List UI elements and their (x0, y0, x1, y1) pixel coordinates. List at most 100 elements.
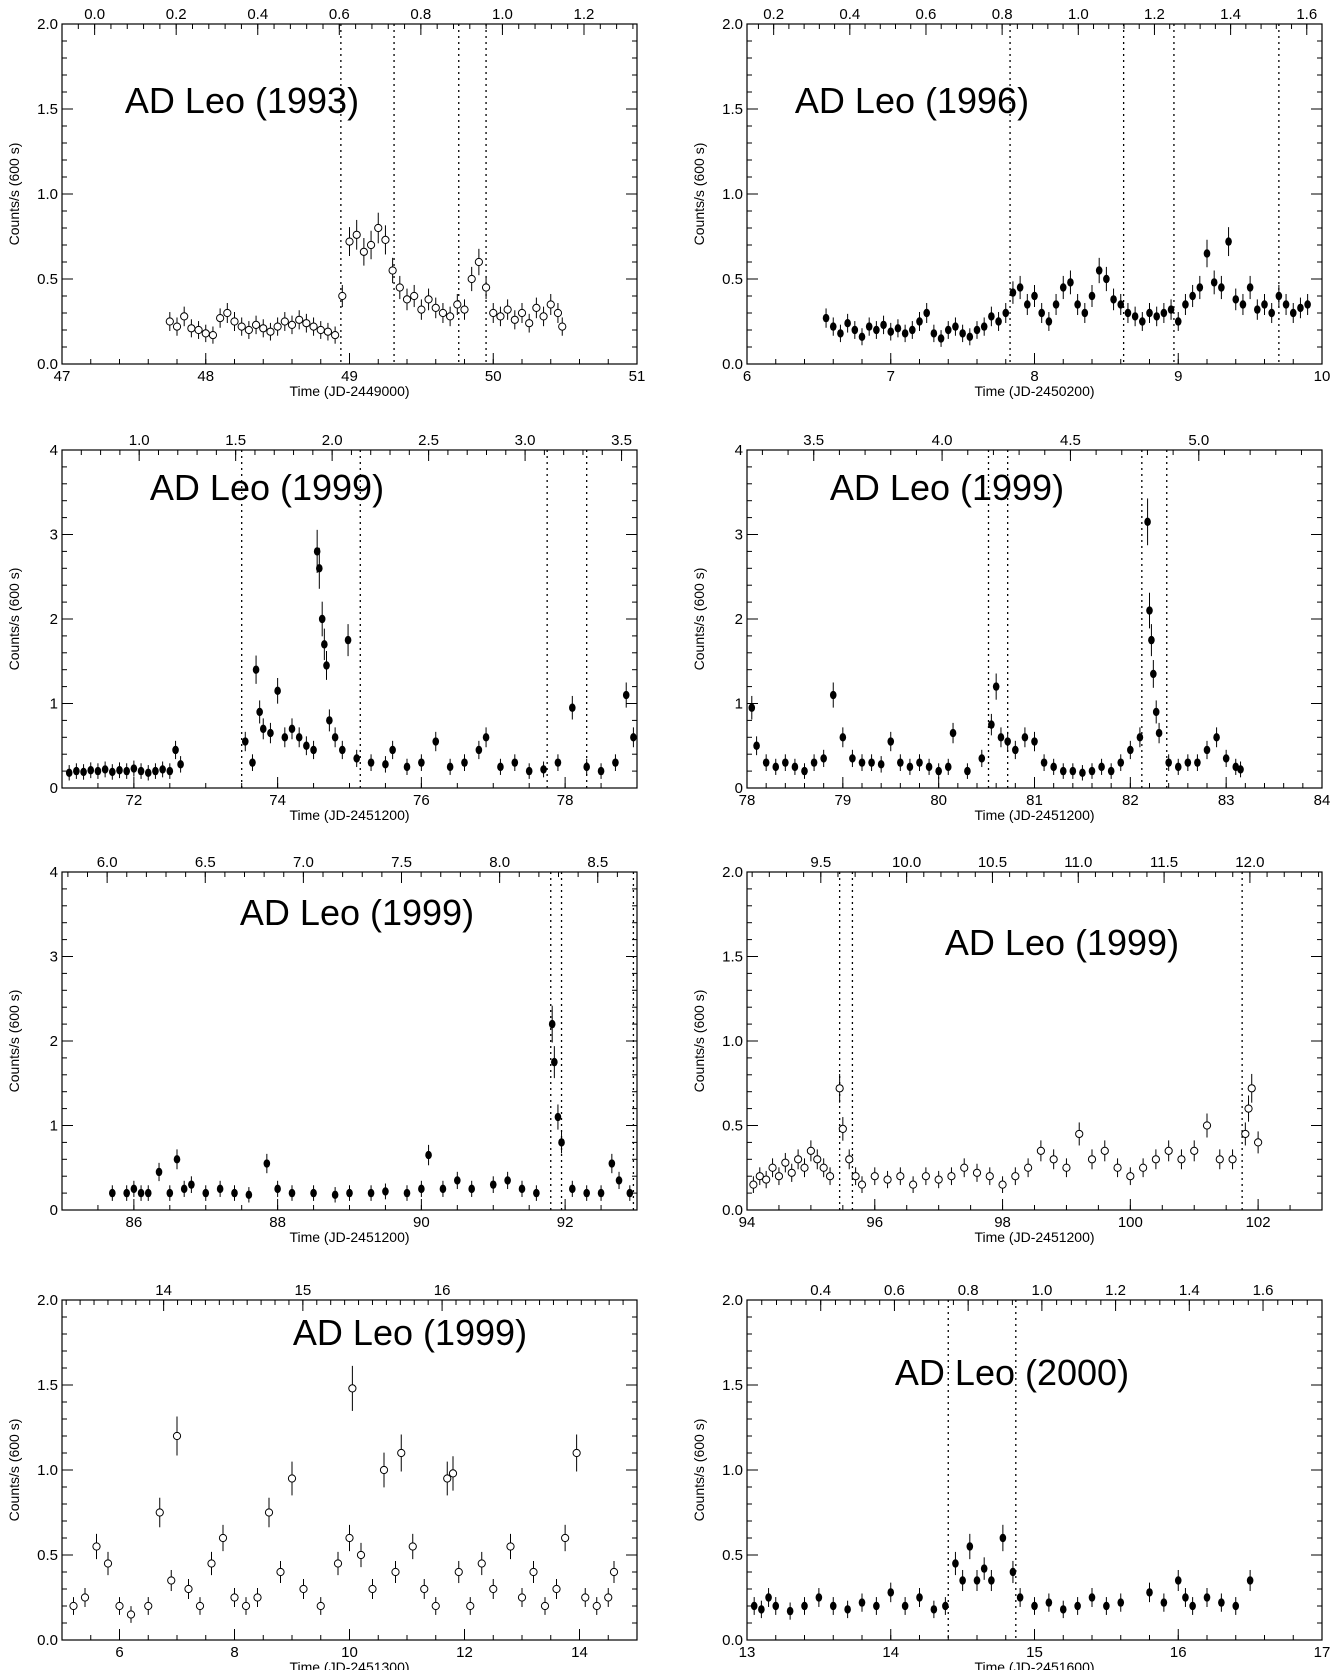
filled-marker (1052, 300, 1060, 309)
data-point (1196, 275, 1204, 300)
filled-marker (446, 762, 454, 772)
data-point (366, 230, 376, 260)
data-point (868, 754, 875, 771)
data-point (172, 317, 182, 336)
filled-marker (999, 1533, 1007, 1543)
data-point (482, 727, 490, 748)
data-point (167, 1569, 176, 1592)
data-point (768, 1158, 777, 1178)
data-point (1225, 227, 1232, 257)
filled-marker (1045, 1598, 1053, 1607)
data-point (819, 1158, 828, 1178)
y-tick-label: 0.0 (37, 1632, 58, 1649)
data-point (1228, 1149, 1237, 1170)
data-point (980, 1557, 988, 1580)
filled-marker (988, 312, 995, 321)
filled-marker (772, 1601, 780, 1611)
data-point (858, 754, 866, 771)
open-marker (251, 320, 261, 329)
filled-marker (403, 762, 411, 772)
data-point (844, 1600, 851, 1619)
filled-marker (482, 733, 490, 742)
data-point (930, 324, 938, 343)
data-point (865, 317, 873, 336)
open-marker (345, 1533, 354, 1543)
filled-marker (418, 1184, 425, 1194)
filled-marker (101, 765, 109, 774)
open-marker (947, 1172, 956, 1181)
data-point (835, 1073, 844, 1103)
y-tick-label: 2.0 (722, 1292, 743, 1309)
y-tick-label: 4 (735, 442, 743, 459)
data-point (1059, 275, 1067, 300)
filled-marker (558, 1138, 565, 1147)
data-point (988, 1569, 995, 1592)
open-marker (230, 1593, 239, 1602)
top-tick-label: 1.6 (1296, 6, 1317, 23)
data-point (980, 317, 988, 336)
data-point (1031, 1597, 1038, 1615)
data-point (1146, 303, 1153, 323)
filled-marker (952, 1559, 959, 1568)
open-marker (1151, 1155, 1160, 1164)
open-marker (253, 1593, 262, 1602)
x-tick-label: 78 (739, 792, 756, 809)
x-tick-label: 8 (1030, 368, 1038, 385)
filled-marker (894, 324, 902, 333)
open-marker (208, 331, 218, 340)
open-marker (280, 317, 289, 326)
data-point (1012, 740, 1019, 760)
open-marker (510, 315, 519, 324)
data-point (299, 1579, 308, 1599)
data-point (218, 1524, 228, 1552)
top-tick-label: 7.5 (391, 854, 412, 871)
top-tick-label: 6.5 (195, 854, 216, 871)
x-tick-label: 102 (1246, 1214, 1271, 1231)
open-marker (896, 1172, 905, 1181)
x-tick-label: 14 (571, 1644, 588, 1661)
filled-marker (1282, 300, 1290, 309)
filled-marker (382, 760, 389, 769)
data-point (287, 1461, 297, 1496)
open-marker (402, 295, 412, 304)
data-point (1011, 1167, 1020, 1186)
filled-marker (1194, 758, 1201, 767)
data-point (101, 761, 109, 778)
filled-marker (418, 758, 425, 767)
filled-marker (310, 1188, 317, 1198)
data-point (123, 1185, 130, 1201)
filled-marker (1124, 308, 1132, 318)
data-point (274, 1180, 281, 1197)
filled-marker (608, 1159, 616, 1168)
filled-marker (475, 745, 483, 755)
data-point (758, 1600, 765, 1619)
filled-marker (172, 745, 179, 755)
data-point (748, 695, 756, 720)
data-point (420, 1579, 429, 1599)
filled-marker (274, 1184, 281, 1194)
filled-marker (873, 325, 880, 335)
data-point (525, 763, 533, 779)
data-point (438, 303, 448, 323)
top-tick-label: 1.0 (129, 432, 150, 449)
open-marker (1139, 1163, 1148, 1172)
data-point (604, 1588, 613, 1607)
filled-marker (256, 707, 263, 717)
y-axis-label: Counts/s (600 s) (691, 143, 707, 246)
x-tick-label: 88 (269, 1214, 286, 1231)
open-marker (749, 1180, 758, 1189)
top-tick-label: 0.6 (916, 6, 937, 23)
data-point (1016, 275, 1024, 300)
filled-marker (995, 317, 1002, 326)
panel-6: 94 96 98 100 102 0.0 0.5 1.0 1.5 2.0 9.5 10.0 10.5 11… (691, 854, 1323, 1245)
data-point (1282, 293, 1290, 316)
data-point (432, 731, 440, 752)
filled-marker (1254, 305, 1261, 314)
open-marker (446, 312, 455, 321)
filled-marker (504, 1176, 511, 1185)
data-point (1045, 1593, 1053, 1612)
y-tick-label: 1.5 (37, 101, 58, 118)
filled-marker (1184, 758, 1192, 767)
data-point (1059, 1600, 1067, 1619)
data-point (1146, 592, 1153, 629)
